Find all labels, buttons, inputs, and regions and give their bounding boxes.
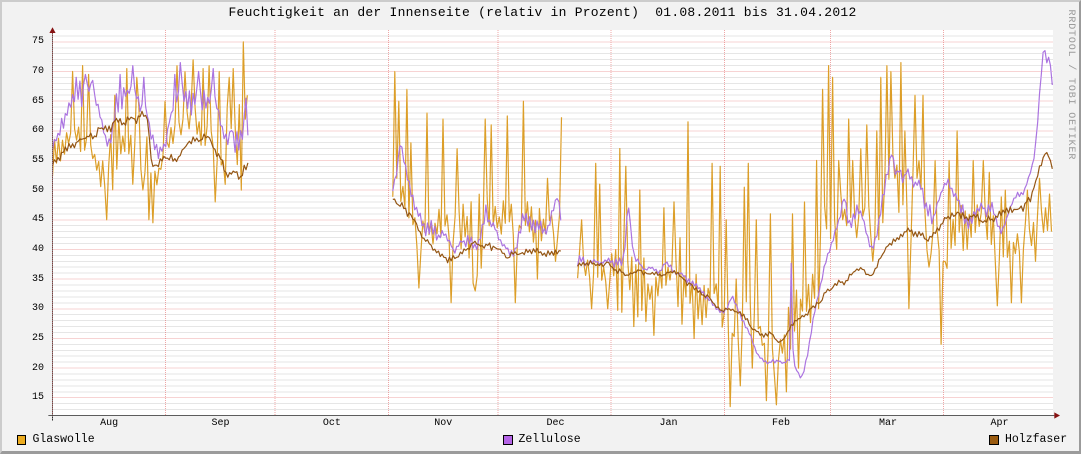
svg-text:RRDTOOL / TOBI OETIKER: RRDTOOL / TOBI OETIKER (1065, 10, 1077, 161)
